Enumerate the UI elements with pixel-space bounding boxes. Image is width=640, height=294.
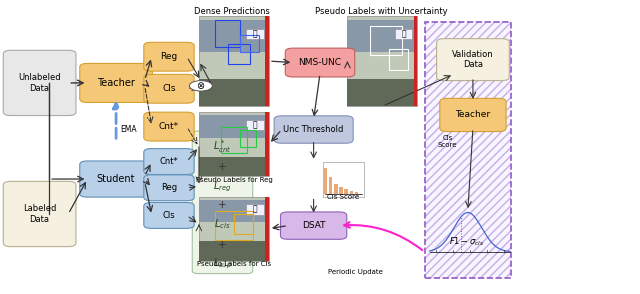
FancyBboxPatch shape — [246, 120, 264, 130]
FancyBboxPatch shape — [3, 50, 76, 116]
FancyBboxPatch shape — [144, 148, 194, 175]
Text: NMS-UNC: NMS-UNC — [298, 58, 342, 67]
FancyBboxPatch shape — [348, 16, 417, 106]
FancyBboxPatch shape — [246, 29, 264, 39]
FancyBboxPatch shape — [199, 196, 269, 260]
FancyBboxPatch shape — [192, 131, 253, 274]
FancyBboxPatch shape — [199, 157, 269, 176]
Text: 上: 上 — [253, 120, 257, 129]
Text: Labeled
Data: Labeled Data — [23, 204, 56, 224]
FancyBboxPatch shape — [394, 29, 412, 39]
Text: Unc Threshold: Unc Threshold — [284, 125, 344, 134]
FancyBboxPatch shape — [144, 203, 194, 228]
FancyBboxPatch shape — [199, 21, 269, 52]
Text: +: + — [218, 162, 227, 172]
FancyBboxPatch shape — [199, 241, 269, 260]
Text: Cls: Cls — [162, 84, 176, 93]
FancyBboxPatch shape — [144, 42, 194, 71]
FancyBboxPatch shape — [3, 181, 76, 247]
Text: $L_{reg}$: $L_{reg}$ — [213, 179, 232, 193]
FancyBboxPatch shape — [246, 204, 264, 215]
Text: Pseudo Labels with Uncertainty: Pseudo Labels with Uncertainty — [316, 7, 448, 16]
Text: Reg: Reg — [161, 52, 178, 61]
Text: Pseudo Labels for Cls: Pseudo Labels for Cls — [197, 261, 271, 267]
Text: Cls Score: Cls Score — [327, 193, 359, 200]
FancyBboxPatch shape — [344, 189, 348, 194]
Text: Teacher: Teacher — [97, 78, 135, 88]
FancyBboxPatch shape — [334, 184, 338, 194]
FancyBboxPatch shape — [144, 74, 194, 103]
Text: $L_{cls}$: $L_{cls}$ — [214, 217, 231, 231]
FancyBboxPatch shape — [436, 39, 509, 81]
Text: Cls: Cls — [163, 211, 175, 220]
Text: +: + — [218, 200, 227, 210]
FancyBboxPatch shape — [144, 175, 194, 201]
Text: 上: 上 — [401, 29, 406, 39]
Text: $L^*_{cnt}$: $L^*_{cnt}$ — [213, 138, 232, 156]
FancyBboxPatch shape — [355, 192, 358, 194]
FancyBboxPatch shape — [199, 115, 269, 138]
Text: EMA: EMA — [120, 125, 136, 134]
FancyBboxPatch shape — [199, 112, 269, 176]
Text: Cnt*: Cnt* — [159, 157, 179, 166]
Text: +: + — [218, 240, 227, 250]
FancyBboxPatch shape — [324, 168, 327, 194]
FancyBboxPatch shape — [339, 187, 343, 194]
Text: $\otimes$: $\otimes$ — [196, 80, 205, 91]
FancyBboxPatch shape — [349, 191, 353, 194]
FancyBboxPatch shape — [323, 162, 364, 196]
Text: DSAT: DSAT — [302, 221, 325, 230]
Text: 上: 上 — [253, 29, 257, 39]
Text: $L_{sup}$: $L_{sup}$ — [213, 256, 232, 271]
Text: Periodic Update: Periodic Update — [328, 269, 383, 275]
FancyBboxPatch shape — [144, 112, 194, 141]
Text: Cnt*: Cnt* — [159, 122, 179, 131]
Text: Teacher: Teacher — [456, 111, 490, 119]
FancyBboxPatch shape — [348, 21, 417, 52]
Text: Reg: Reg — [161, 183, 177, 192]
FancyBboxPatch shape — [199, 16, 269, 106]
FancyBboxPatch shape — [265, 112, 269, 176]
Circle shape — [189, 81, 212, 91]
FancyBboxPatch shape — [199, 200, 269, 222]
FancyBboxPatch shape — [280, 212, 347, 239]
FancyBboxPatch shape — [329, 177, 332, 194]
FancyBboxPatch shape — [80, 161, 152, 197]
Text: Cls
Score: Cls Score — [438, 135, 457, 148]
FancyBboxPatch shape — [274, 116, 353, 143]
FancyBboxPatch shape — [265, 16, 269, 106]
FancyBboxPatch shape — [80, 64, 152, 102]
Text: 上: 上 — [253, 205, 257, 214]
FancyBboxPatch shape — [285, 48, 355, 77]
Text: Unlabeled
Data: Unlabeled Data — [19, 73, 61, 93]
FancyBboxPatch shape — [424, 22, 511, 278]
Text: Student: Student — [97, 174, 135, 184]
FancyBboxPatch shape — [348, 79, 417, 106]
Text: Dense Predictions: Dense Predictions — [194, 7, 270, 16]
Text: $F1-\sigma_{cls}$: $F1-\sigma_{cls}$ — [449, 235, 484, 248]
FancyBboxPatch shape — [440, 98, 506, 132]
FancyBboxPatch shape — [199, 79, 269, 106]
Text: Pseudo Labels for Reg: Pseudo Labels for Reg — [196, 177, 273, 183]
Text: Validation
Data: Validation Data — [452, 50, 493, 69]
FancyBboxPatch shape — [413, 16, 417, 106]
FancyBboxPatch shape — [265, 196, 269, 260]
